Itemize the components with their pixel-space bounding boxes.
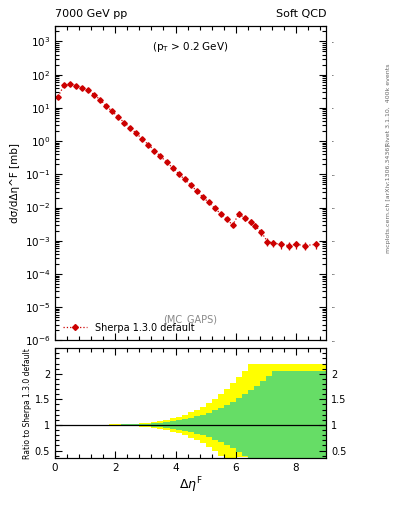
Y-axis label: dσ/dΔη^F [mb]: dσ/dΔη^F [mb] (10, 143, 20, 223)
Text: (MC_GAPS): (MC_GAPS) (163, 314, 218, 325)
Text: Soft QCD: Soft QCD (276, 9, 326, 19)
Y-axis label: Ratio to Sherpa 1.3.0 default: Ratio to Sherpa 1.3.0 default (23, 348, 32, 459)
Text: 7000 GeV pp: 7000 GeV pp (55, 9, 127, 19)
Text: (p$_\mathrm{T}$ > 0.2 GeV): (p$_\mathrm{T}$ > 0.2 GeV) (152, 40, 229, 54)
Text: Rivet 3.1.10,  400k events: Rivet 3.1.10, 400k events (386, 63, 391, 145)
X-axis label: $\Delta\eta^\mathrm{F}$: $\Delta\eta^\mathrm{F}$ (179, 476, 202, 496)
Text: mcplots.cern.ch [arXiv:1306.3436]: mcplots.cern.ch [arXiv:1306.3436] (386, 144, 391, 253)
Legend: Sherpa 1.3.0 default: Sherpa 1.3.0 default (60, 320, 197, 336)
